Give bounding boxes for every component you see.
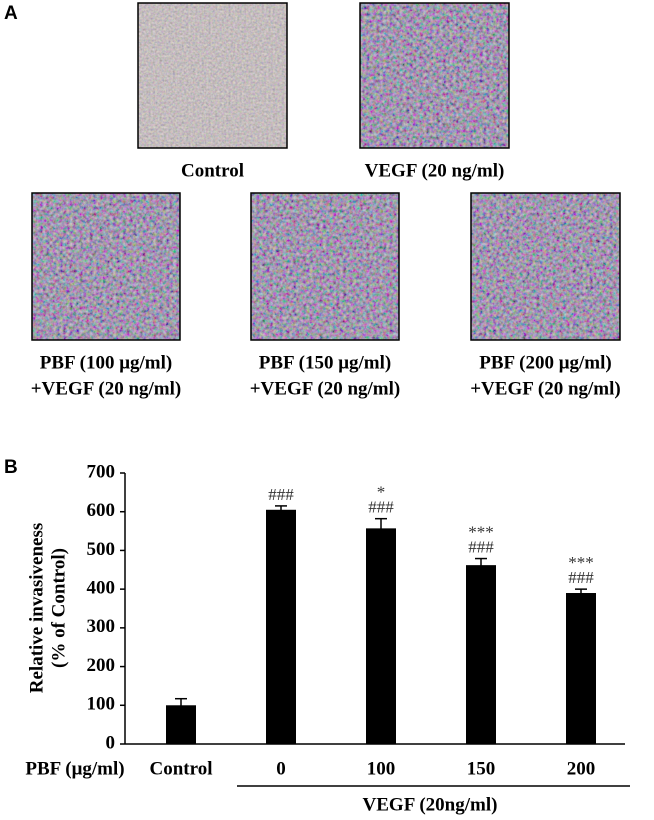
significance-label: ### (368, 498, 394, 517)
caption: PBF (100 μg/ml) (40, 352, 173, 373)
micrograph-frame (250, 192, 400, 341)
y-tick-label: 600 (87, 500, 116, 521)
group-label: VEGF (20ng/ml) (363, 794, 498, 815)
micrograph-frame (359, 2, 510, 149)
y-axis-label: (% of Control) (48, 548, 69, 668)
panel-label: A (4, 3, 18, 24)
x-tick-label: 200 (567, 758, 596, 779)
y-axis-label: Relative invasiveness (26, 523, 47, 693)
bar (566, 593, 596, 744)
x-tick-label: Control (150, 758, 213, 779)
micrograph (251, 193, 399, 340)
bar (466, 565, 496, 744)
caption: +VEGF (20 ng/ml) (31, 378, 182, 399)
caption: PBF (150 μg/ml) (259, 352, 392, 373)
micrograph-frame (470, 192, 621, 341)
significance-label: *** (468, 522, 494, 541)
y-tick-label: 400 (87, 578, 116, 599)
y-tick-label: 100 (87, 694, 116, 715)
bar (166, 705, 196, 744)
bar (366, 528, 396, 744)
panel-label: B (4, 457, 18, 478)
y-tick-label: 500 (87, 539, 116, 560)
caption: +VEGF (20 ng/ml) (470, 378, 621, 399)
micrograph-frame (31, 192, 181, 341)
caption: VEGF (20 ng/ml) (365, 160, 505, 181)
significance-label: * (377, 483, 386, 502)
x-tick-label: 100 (367, 758, 396, 779)
x-tick-label: 150 (467, 758, 496, 779)
micrograph-frame (137, 2, 288, 149)
caption: +VEGF (20 ng/ml) (250, 378, 401, 399)
y-tick-label: 0 (106, 732, 116, 753)
significance-label: ### (468, 537, 494, 556)
x-tick-label: 0 (276, 758, 286, 779)
caption: PBF (200 μg/ml) (479, 352, 612, 373)
caption: Control (181, 160, 244, 181)
y-tick-label: 700 (87, 461, 116, 482)
significance-label: ### (568, 568, 594, 587)
significance-label: *** (568, 553, 594, 572)
y-tick-label: 200 (87, 655, 116, 676)
bar (266, 509, 296, 744)
micrograph (32, 193, 180, 340)
panel-b: 0 100 200 300 400 500 600 700 Relative invasiven… (25, 461, 630, 815)
micrograph (360, 3, 509, 148)
x-axis-label: PBF (μg/ml) (25, 758, 124, 779)
y-tick-label: 300 (87, 616, 116, 637)
micrograph (471, 193, 620, 340)
significance-label: ### (268, 485, 294, 504)
panel-a: Control VEGF (20 ng/ml) PBF (100 μg/ml) +VE… (31, 2, 621, 399)
micrograph (138, 3, 287, 148)
